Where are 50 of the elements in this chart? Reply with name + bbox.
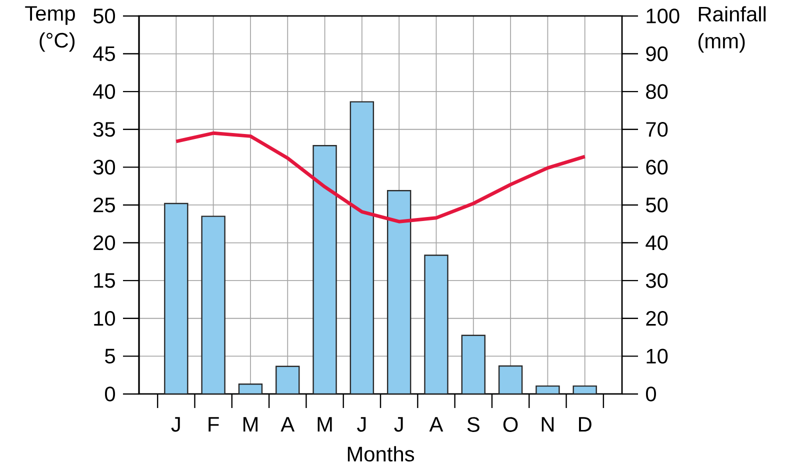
y-tick-label: 15	[94, 273, 115, 288]
y-tick-label: 10	[94, 310, 116, 326]
y2-tick-label: 100	[646, 8, 680, 24]
y2-tick-label: 10	[646, 348, 668, 364]
bar	[276, 366, 300, 394]
bar	[164, 202, 188, 394]
x-tick-label: O	[503, 417, 518, 432]
bar	[498, 365, 523, 394]
line-series	[174, 131, 587, 224]
x-axis-title: Months	[348, 446, 414, 462]
y2-axis-title: Rainfall (mm)	[698, 6, 766, 53]
y-tick-label: 20	[94, 235, 116, 250]
y2-tick-label: 0	[646, 386, 656, 402]
bar	[238, 384, 263, 394]
x-tick-label: A	[429, 417, 444, 432]
y-tick-label: 0	[105, 386, 116, 402]
y2-tick-label: 30	[646, 273, 668, 288]
y-tick-label: 30	[93, 160, 116, 175]
y2-tick-label: 50	[646, 198, 668, 212]
x-tick-label: D	[579, 417, 592, 432]
x-tick-label: S	[467, 417, 480, 432]
x-tick-label: N	[542, 417, 554, 432]
bar	[424, 254, 448, 394]
x-tick-label: A	[280, 417, 295, 432]
y-axis-title: Temp (°C)	[25, 6, 75, 52]
y-tick-label: 40	[93, 84, 116, 99]
y-tick-label: 35	[93, 122, 115, 137]
y2-tick-label: 80	[646, 84, 668, 99]
bar	[572, 385, 597, 394]
y-tick-label: 5	[105, 348, 115, 364]
x-tick-label: M	[318, 417, 332, 432]
bar	[350, 101, 374, 394]
y2-tick-label: 70	[646, 122, 668, 137]
y2-tick-label: 40	[646, 235, 668, 250]
x-tick-label: J	[357, 417, 366, 432]
y2-tick-label: 90	[646, 46, 668, 62]
bar	[461, 334, 486, 394]
x-tick-label: J	[394, 417, 403, 432]
bar	[201, 216, 226, 394]
y2-tick-label: 60	[646, 160, 668, 175]
bar	[386, 190, 412, 394]
y-tick-label: 45	[93, 46, 115, 62]
y-tick-label: 50	[93, 8, 116, 24]
x-tick-label: F	[208, 417, 219, 432]
x-tick-label: M	[243, 417, 258, 432]
x-tick-label: J	[171, 417, 180, 432]
bar	[312, 145, 337, 394]
y2-tick-label: 20	[646, 310, 668, 326]
y-tick-label: 25	[94, 198, 115, 212]
bar	[536, 385, 560, 394]
